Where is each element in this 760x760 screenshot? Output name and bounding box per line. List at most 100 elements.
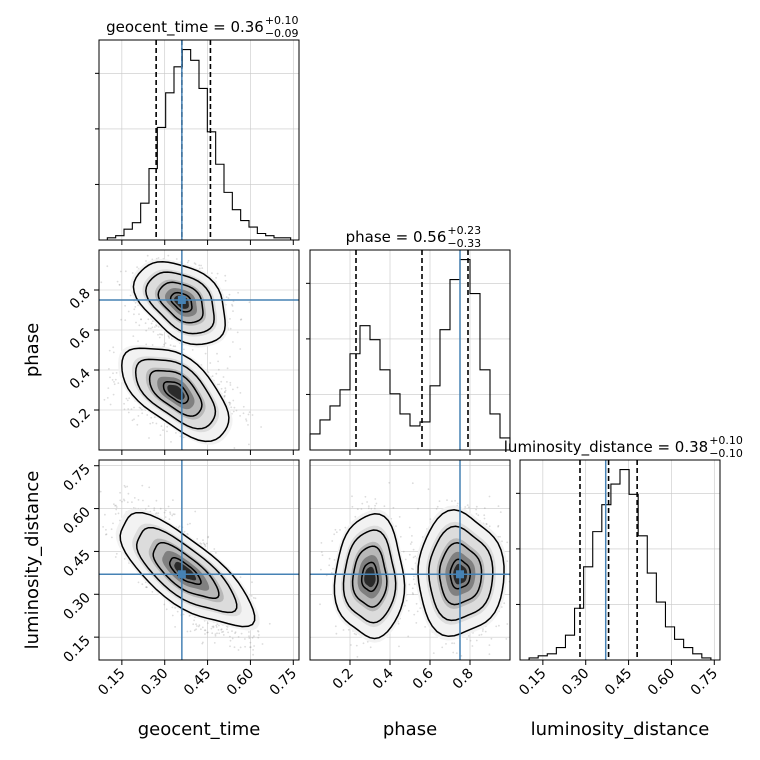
sample-point (213, 548, 216, 550)
sample-point (148, 437, 150, 439)
sample-point (148, 486, 151, 489)
sample-point (204, 543, 206, 546)
histogram-step-phase (309, 258, 511, 450)
sample-point (224, 391, 226, 393)
sample-point (99, 490, 102, 493)
contour-line (157, 281, 204, 324)
sample-point (137, 499, 140, 501)
sample-point (231, 303, 233, 306)
sample-point (320, 551, 323, 553)
truth-marker (177, 570, 186, 579)
sample-point (231, 630, 233, 632)
sample-point (113, 383, 116, 386)
sample-point (124, 304, 126, 307)
sample-point (257, 630, 260, 633)
sample-point (127, 492, 130, 495)
sample-point (252, 653, 255, 656)
sample-point (353, 632, 356, 635)
sample-point (159, 434, 162, 436)
sample-point (126, 501, 129, 504)
sample-point (232, 410, 235, 413)
sample-point (257, 630, 259, 632)
sample-point (142, 499, 144, 502)
sample-point (194, 510, 197, 513)
sample-point (222, 634, 225, 636)
sample-point (155, 499, 158, 502)
sample-point (215, 626, 218, 628)
sample-point (202, 539, 204, 541)
sample-point (202, 641, 204, 644)
sample-point (155, 512, 158, 514)
sample-point (229, 402, 232, 404)
sample-point (228, 401, 231, 404)
sample-point (163, 603, 166, 606)
sample-point (229, 327, 232, 330)
sample-point (123, 484, 126, 487)
sample-point (147, 505, 150, 507)
sample-point (228, 401, 231, 404)
sample-point (236, 386, 239, 389)
sample-point (232, 341, 234, 343)
sample-point (170, 441, 172, 443)
sample-point (234, 631, 237, 633)
title-minus-error: −0.09 (265, 27, 299, 40)
sample-point (112, 372, 114, 375)
sample-point (186, 523, 189, 526)
sample-point (145, 586, 147, 588)
histogram-step-geocent_time (99, 48, 299, 241)
sample-point (174, 345, 177, 348)
sample-point (334, 625, 337, 628)
sample-point (121, 500, 123, 503)
sample-point (355, 633, 357, 636)
sample-point (233, 646, 236, 649)
sample-point (248, 637, 251, 639)
sample-point (193, 629, 196, 632)
sample-point (251, 581, 253, 584)
sample-point (183, 348, 185, 351)
sample-point (136, 266, 139, 268)
sample-point (113, 381, 115, 383)
sample-point (397, 622, 400, 625)
sample-point (164, 342, 167, 345)
sample-point (117, 512, 120, 515)
title-plus-error: +0.23 (447, 224, 481, 237)
sample-point (169, 344, 172, 347)
sample-point (275, 672, 277, 674)
sample-point (234, 632, 237, 635)
sample-point (124, 319, 127, 321)
title-text: phase = 0.56 (346, 228, 447, 246)
sample-point (139, 407, 142, 410)
sample-point (201, 626, 204, 629)
sample-point (151, 326, 154, 329)
panel-content (310, 460, 510, 660)
sample-point (253, 645, 256, 647)
sample-point (210, 627, 213, 630)
sample-point (217, 360, 220, 363)
sample-point (239, 646, 242, 649)
sample-point (388, 481, 391, 484)
sample-point (123, 498, 125, 501)
sample-point (155, 324, 157, 326)
sample-point (351, 495, 353, 498)
sample-point (108, 349, 111, 352)
sample-point (356, 656, 359, 658)
sample-point (116, 280, 119, 283)
sample-point (168, 337, 171, 339)
sample-point (151, 258, 154, 261)
sample-point (131, 419, 134, 422)
scatter-panel-geocent_time-vs-luminosity_distance (98, 459, 300, 674)
sample-point (123, 558, 126, 560)
sample-point (218, 632, 221, 635)
sample-point (144, 322, 147, 325)
sample-point (227, 631, 230, 634)
sample-point (212, 626, 215, 629)
sample-point (206, 542, 208, 545)
sample-point (112, 351, 115, 354)
sample-point (408, 526, 411, 529)
sample-point (106, 397, 109, 399)
sample-point (247, 424, 249, 426)
sample-point (178, 525, 181, 528)
sample-point (229, 355, 231, 358)
sample-point (334, 528, 337, 531)
sample-point (171, 614, 174, 617)
